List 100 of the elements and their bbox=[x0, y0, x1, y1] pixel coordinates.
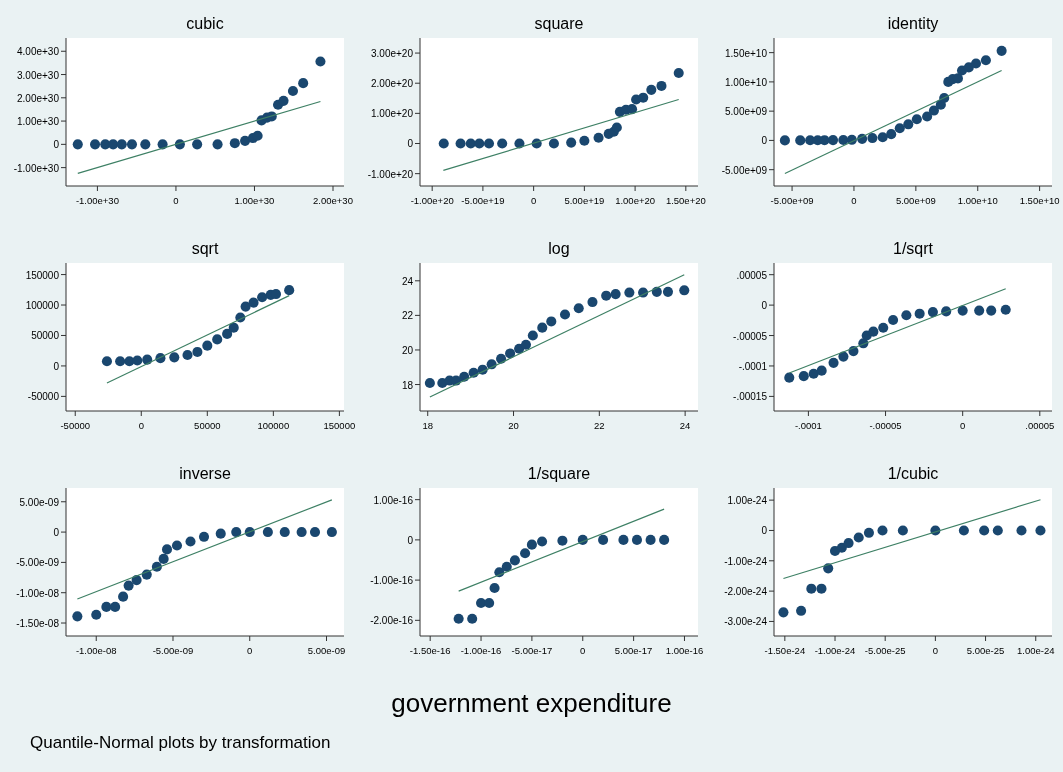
point bbox=[520, 339, 532, 350]
x-tick-label: 150000 bbox=[323, 420, 356, 431]
x-tick-label: 0 bbox=[530, 195, 537, 206]
point bbox=[928, 105, 939, 116]
x-tick-label: 0 bbox=[247, 645, 253, 656]
y-tick-label: 5.00e-09 bbox=[19, 496, 60, 508]
y-tick-label: 2.00e+20 bbox=[371, 78, 414, 90]
y-tick-label: 3.00e+30 bbox=[17, 69, 60, 81]
y-tick-label: -.0001 bbox=[738, 360, 768, 372]
point bbox=[231, 527, 242, 538]
x-tick-label: -5.00e-25 bbox=[864, 645, 906, 656]
y-tick-label: 5.00e+09 bbox=[725, 106, 768, 118]
point bbox=[212, 334, 223, 345]
point bbox=[903, 119, 914, 130]
y-tick-label: -1.00e-08 bbox=[16, 587, 60, 599]
x-tick-label: -.0001 bbox=[794, 420, 822, 431]
y-tick-label: 3.00e+20 bbox=[371, 48, 414, 60]
y-tick-label: 1.00e-24 bbox=[727, 495, 768, 507]
y-tick-label: 0 bbox=[53, 360, 60, 372]
x-tick-label: 5.00e-17 bbox=[614, 645, 653, 656]
point bbox=[1000, 304, 1011, 315]
y-tick-label: 1.00e+30 bbox=[17, 116, 60, 128]
y-tick-label: -1.00e+20 bbox=[367, 168, 414, 180]
x-tick-label: -1.00e+30 bbox=[75, 195, 119, 206]
x-tick-label: -1.00e-08 bbox=[75, 645, 117, 656]
y-tick-label: 22 bbox=[401, 310, 414, 322]
point bbox=[262, 527, 273, 538]
x-tick-label: 50000 bbox=[194, 420, 221, 431]
point bbox=[161, 544, 173, 555]
x-tick-label: 100000 bbox=[257, 420, 290, 431]
y-tick-label: -1.50e-08 bbox=[16, 618, 60, 630]
point bbox=[784, 372, 795, 383]
x-tick-label: 1.50e+10 bbox=[1019, 195, 1060, 206]
point bbox=[118, 591, 129, 602]
y-tick-label: 0 bbox=[407, 534, 414, 546]
x-axis-title: government expenditure bbox=[391, 688, 672, 718]
chart-title: cubic bbox=[186, 15, 224, 32]
point bbox=[901, 310, 912, 321]
x-tick-label: 2.00e+30 bbox=[313, 195, 353, 206]
x-tick-label: 1.00e-16 bbox=[665, 645, 704, 656]
chart-title: 1/sqrt bbox=[892, 240, 934, 257]
point bbox=[198, 531, 210, 542]
point bbox=[996, 45, 1007, 56]
y-tick-label: 1.00e-16 bbox=[373, 494, 414, 506]
point bbox=[894, 123, 905, 134]
x-tick-label: 1.00e+10 bbox=[957, 195, 998, 206]
y-tick-label: 20 bbox=[401, 344, 414, 356]
y-tick-label: -2.00e-24 bbox=[724, 586, 768, 598]
y-tick-label: 0 bbox=[761, 525, 768, 537]
x-tick-label: 0 bbox=[173, 195, 179, 206]
point bbox=[527, 330, 538, 341]
point bbox=[828, 357, 839, 368]
y-tick-label: 1.00e+20 bbox=[371, 108, 414, 120]
text: Quantile-Normal plots by transformation bbox=[30, 733, 331, 752]
x-tick-label: -5.00e-09 bbox=[152, 645, 194, 656]
point bbox=[158, 553, 169, 564]
x-tick-label: -5.00e+09 bbox=[770, 195, 814, 206]
y-tick-label: 0 bbox=[53, 527, 60, 539]
point bbox=[974, 305, 985, 316]
point bbox=[546, 316, 557, 327]
point bbox=[878, 322, 889, 333]
point bbox=[587, 297, 598, 308]
y-tick-label: -1.00e-16 bbox=[370, 575, 414, 587]
x-tick-label: -5.00e-17 bbox=[511, 645, 553, 656]
point bbox=[91, 609, 102, 620]
point bbox=[169, 352, 180, 363]
x-tick-label: 22 bbox=[594, 420, 605, 431]
y-tick-label: .00005 bbox=[736, 269, 768, 281]
point bbox=[808, 368, 819, 379]
point bbox=[816, 365, 827, 376]
point bbox=[914, 308, 925, 319]
point bbox=[679, 285, 690, 296]
y-tick-label: 0 bbox=[761, 135, 768, 147]
point bbox=[827, 135, 839, 146]
point bbox=[248, 297, 259, 308]
x-tick-label: 20 bbox=[508, 420, 519, 431]
y-tick-label: -5.00e+09 bbox=[721, 164, 768, 176]
point bbox=[115, 356, 126, 367]
y-tick-label: -1.00e+30 bbox=[13, 162, 60, 174]
point bbox=[215, 528, 226, 539]
point bbox=[192, 346, 203, 357]
x-tick-label: 0 bbox=[580, 645, 586, 656]
y-tick-label: 0 bbox=[407, 138, 414, 150]
x-tick-label: 0 bbox=[138, 420, 144, 431]
y-tick-label: -.00005 bbox=[733, 330, 768, 342]
x-tick-label: -50000 bbox=[60, 420, 91, 431]
point bbox=[185, 536, 196, 547]
x-tick-label: 1.00e+20 bbox=[615, 195, 656, 206]
y-tick-label: 50000 bbox=[31, 330, 60, 342]
point bbox=[610, 289, 621, 300]
point bbox=[986, 305, 997, 316]
point bbox=[296, 527, 307, 538]
x-tick-label: 18 bbox=[422, 420, 434, 431]
chart-title: 1/square bbox=[527, 465, 591, 482]
point bbox=[123, 580, 134, 591]
y-tick-label: -50000 bbox=[27, 391, 60, 403]
y-tick-label: 0 bbox=[761, 300, 768, 312]
chart-title: inverse bbox=[179, 465, 231, 482]
point bbox=[957, 305, 968, 316]
point bbox=[132, 355, 143, 366]
